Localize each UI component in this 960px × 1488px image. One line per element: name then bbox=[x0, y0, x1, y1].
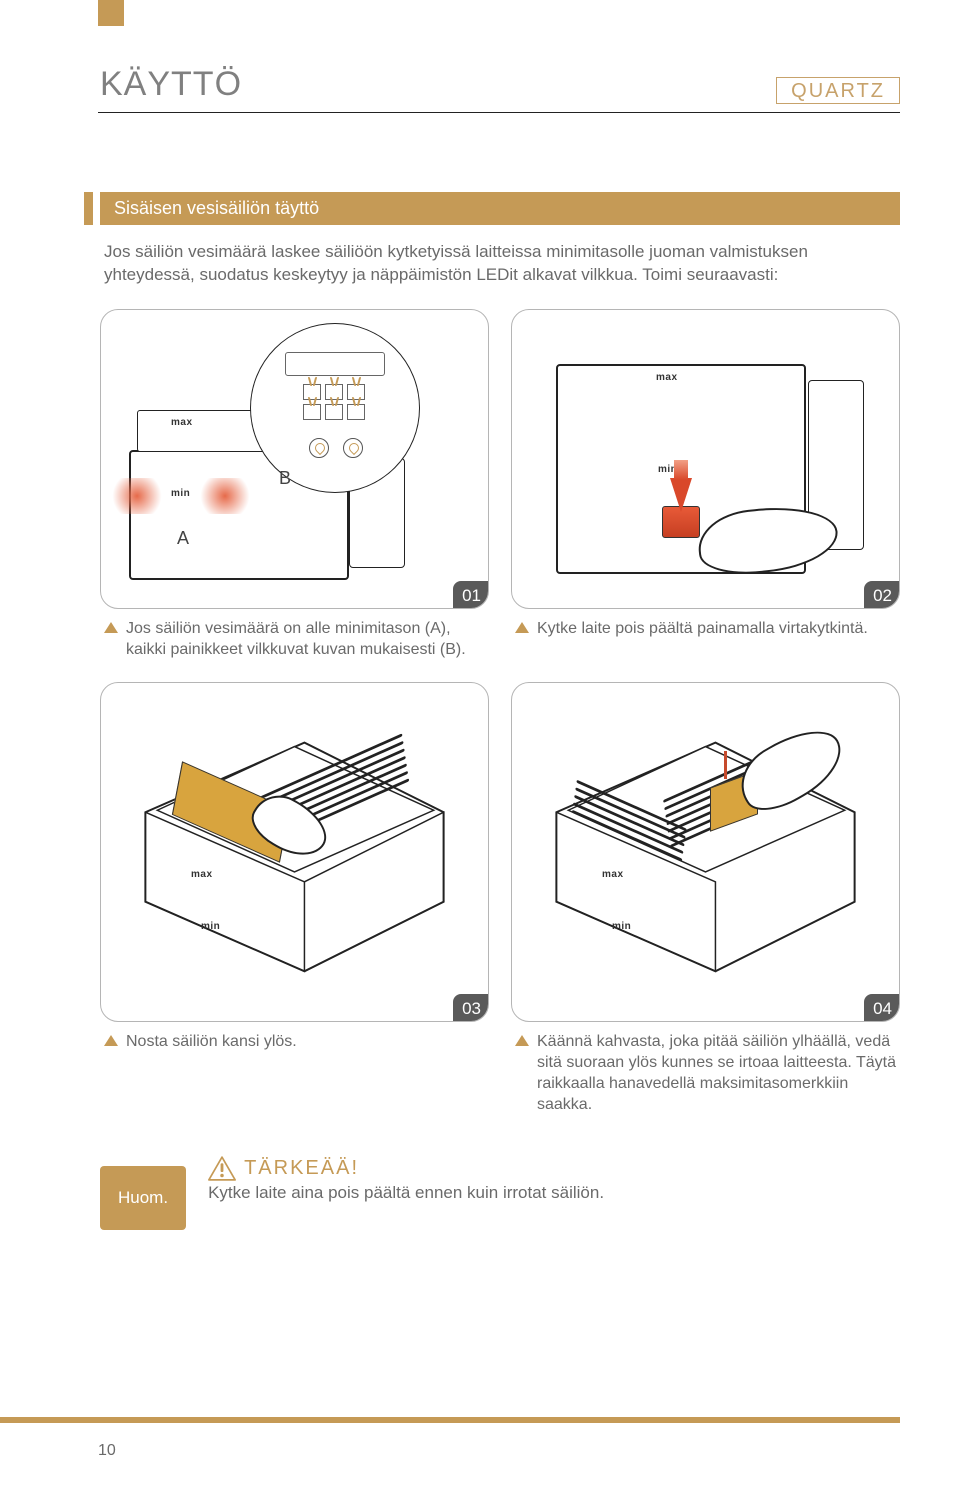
step-03: max min 03 Nosta säiliön kansi ylös. bbox=[100, 682, 489, 1115]
bullet-icon bbox=[515, 1035, 529, 1046]
illustration-02: max min 02 bbox=[511, 309, 900, 609]
label-b: B bbox=[279, 468, 291, 489]
step-04: max min 04 Käännä kahvasta, joka pitää s… bbox=[511, 682, 900, 1115]
note-block: Huom. TÄRKEÄÄ! Kytke laite aina pois pää… bbox=[100, 1156, 900, 1230]
caption-02: Kytke laite pois päältä painamalla virta… bbox=[511, 619, 900, 640]
bullet-icon bbox=[104, 622, 118, 633]
caption-text: Jos säiliön vesimäärä on alle minimitaso… bbox=[126, 619, 485, 661]
max-label-2: max bbox=[656, 372, 678, 383]
step-number: 03 bbox=[453, 994, 489, 1022]
corner-ornament bbox=[98, 0, 124, 26]
step-number: 02 bbox=[864, 581, 900, 609]
section-heading: Sisäisen vesisäiliön täyttö bbox=[100, 192, 900, 225]
header: KÄYTTÖ QUARTZ bbox=[100, 45, 900, 104]
illustration-01: min max A B 01 bbox=[100, 309, 489, 609]
intro-paragraph: Jos säiliön vesimäärä laskee säiliöön ky… bbox=[100, 241, 900, 287]
step-row-2: max min 03 Nosta säiliön kansi ylös. bbox=[100, 682, 900, 1115]
brand-box: QUARTZ bbox=[776, 77, 900, 104]
min-label-4: min bbox=[612, 921, 631, 932]
step-01: min max A B 01 bbox=[100, 309, 489, 661]
illustration-04: max min 04 bbox=[511, 682, 900, 1022]
max-label-3: max bbox=[191, 869, 213, 880]
top-rule bbox=[98, 112, 900, 113]
min-label: min bbox=[171, 488, 190, 499]
warning-icon bbox=[208, 1156, 236, 1181]
caption-text: Kytke laite pois päältä painamalla virta… bbox=[537, 619, 868, 640]
step-number: 01 bbox=[453, 581, 489, 609]
step-02: max min 02 Kytke laite pois päältä paina… bbox=[511, 309, 900, 661]
step-number: 04 bbox=[864, 994, 900, 1022]
max-label: max bbox=[171, 417, 193, 428]
caption-01: Jos säiliön vesimäärä on alle minimitaso… bbox=[100, 619, 489, 661]
note-text: Kytke laite aina pois päältä ennen kuin … bbox=[208, 1183, 900, 1203]
note-pill: Huom. bbox=[100, 1166, 186, 1230]
caption-text: Käännä kahvasta, joka pitää säiliön ylhä… bbox=[537, 1032, 896, 1115]
label-a: A bbox=[177, 528, 189, 549]
bullet-icon bbox=[515, 622, 529, 633]
caption-text: Nosta säiliön kansi ylös. bbox=[126, 1032, 297, 1053]
caption-04: Käännä kahvasta, joka pitää säiliön ylhä… bbox=[511, 1032, 900, 1115]
bullet-icon bbox=[104, 1035, 118, 1046]
illustration-03: max min 03 bbox=[100, 682, 489, 1022]
note-title: TÄRKEÄÄ! bbox=[244, 1157, 359, 1180]
max-label-4: max bbox=[602, 869, 624, 880]
bottom-rule bbox=[0, 1417, 900, 1423]
step-row-1: min max A B 01 bbox=[100, 309, 900, 661]
page-title: KÄYTTÖ bbox=[100, 65, 242, 104]
caption-03: Nosta säiliön kansi ylös. bbox=[100, 1032, 489, 1053]
min-label-3: min bbox=[201, 921, 220, 932]
page-number: 10 bbox=[98, 1442, 116, 1460]
